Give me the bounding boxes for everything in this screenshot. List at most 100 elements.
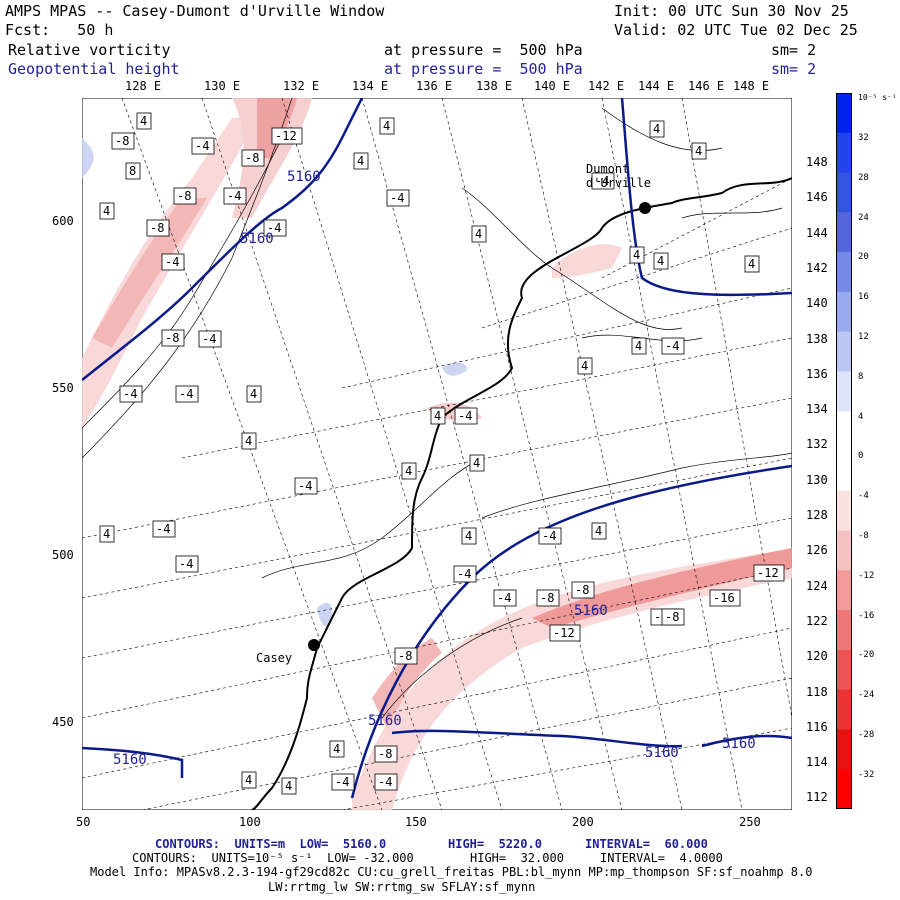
- top-longitude-label: 144 E: [638, 79, 675, 93]
- contour-label-box: [223, 187, 247, 205]
- contour-label-box: [649, 120, 665, 138]
- station-dumont-durville: Dumont d'Urville: [586, 162, 652, 190]
- colorbar-swatch: [836, 411, 852, 452]
- y-axis-label: 450: [52, 715, 74, 729]
- field2-level: at pressure = 500 hPa: [384, 60, 583, 78]
- contour-label-text: -4: [378, 775, 392, 789]
- contour-label-text: 4: [653, 122, 660, 136]
- colorbar-swatch: [836, 490, 852, 532]
- top-longitude-label: 148 E: [733, 79, 770, 93]
- colorbar-tick-label: -12: [858, 570, 875, 581]
- contour-label-text: -8: [245, 151, 259, 165]
- field1-name: Relative vorticity: [8, 41, 171, 59]
- contour-label-text: -8: [150, 221, 164, 235]
- init-time: Init: 00 UTC Sun 30 Nov 25: [614, 2, 849, 20]
- colorbar-swatch: [836, 172, 852, 213]
- height-label: 5160: [368, 713, 402, 729]
- contour-label-text: 4: [333, 742, 340, 756]
- height-label: 5160: [287, 169, 321, 185]
- colorbar: [836, 93, 852, 809]
- contour-label-box: [379, 117, 395, 135]
- contour-label-box: [241, 149, 265, 167]
- x-axis-label: 150: [405, 815, 427, 829]
- graticule: [82, 98, 792, 810]
- colorbar-swatch: [836, 530, 852, 571]
- colorbar-tick-label: 24: [858, 212, 869, 223]
- contour-label-box: [161, 329, 185, 347]
- contour-label-box: [241, 432, 257, 450]
- contour-label-text: -8: [575, 583, 589, 597]
- colorbar-tick-label: -20: [858, 650, 875, 661]
- contour-label-box: [536, 589, 560, 607]
- contour-label-text: -4: [179, 387, 193, 401]
- colorbar-swatch: [836, 291, 852, 333]
- colorbar-swatch: [836, 451, 852, 492]
- contour-label-box: [281, 777, 297, 795]
- field2-name: Geopotential height: [8, 60, 180, 78]
- colorbar-swatch: [836, 93, 852, 134]
- contour-label-box: [493, 589, 517, 607]
- x-axis-label: 100: [239, 815, 261, 829]
- contour-label-text: -4: [497, 591, 511, 605]
- colorbar-tick-label: -32: [858, 769, 875, 780]
- contour-label-box: [374, 773, 398, 791]
- contour-label-box: [430, 407, 446, 425]
- forecast-hour: Fcst: 50 h: [5, 21, 114, 39]
- colorbar-swatch: [836, 649, 852, 691]
- colorbar-tick-label: 28: [858, 172, 869, 183]
- contour-label-text: 4: [473, 456, 480, 470]
- colorbar-tick-label: 0: [858, 451, 864, 462]
- casey-marker[interactable]: [308, 639, 320, 651]
- right-longitude-label: 140 E: [806, 296, 843, 311]
- contour-label-box: [99, 525, 115, 543]
- colorbar-tick-label: 20: [858, 252, 869, 263]
- top-longitude-label: 136 E: [416, 79, 453, 93]
- contour-label-text: -4: [227, 189, 241, 203]
- contour-label-text: 4: [140, 114, 147, 128]
- contour-label-text: 4: [633, 248, 640, 262]
- contour-label-box: [353, 152, 369, 170]
- contour-label-text: -8: [540, 591, 554, 605]
- colorbar-tick-label: 32: [858, 133, 869, 143]
- contour-label-text: 4: [748, 257, 755, 271]
- contour-label-text: -8: [665, 610, 679, 624]
- right-longitude-label: 142 E: [806, 260, 843, 275]
- station-casey: Casey: [256, 651, 293, 665]
- colorbar-swatch: [836, 570, 852, 611]
- contour-label-text: -12: [553, 626, 575, 640]
- right-longitude-label: 118 E: [806, 684, 843, 699]
- map-panel: 4 -8 -4 -12 8 -8 -8 -4 4 -8 -4 -4 -4 -8 -4 -4 4 4 -4 4 -4 -4 4…: [82, 98, 792, 810]
- contour-label-text: 4: [405, 464, 412, 478]
- field1-level: at pressure = 500 hPa: [384, 41, 583, 59]
- colorbar-swatch: [836, 689, 852, 730]
- right-longitude-label: 132 E: [806, 437, 843, 452]
- contour-label-box: [469, 454, 485, 472]
- contour-label-text: -12: [275, 129, 297, 143]
- top-longitude-label: 134 E: [352, 79, 389, 93]
- contour-label-text: -4: [595, 174, 609, 188]
- contour-label-box: [271, 127, 303, 145]
- contour-label-text: -12: [757, 566, 779, 580]
- contour-label-box: [549, 624, 581, 642]
- contour-label-text: -4: [458, 409, 472, 423]
- dumont-durville-marker[interactable]: [639, 202, 651, 214]
- top-longitude-label: 146 E: [688, 79, 725, 93]
- contour-label-box: [691, 142, 707, 160]
- contour-label-text: 8: [129, 164, 136, 178]
- height-label: 5160: [722, 736, 756, 752]
- contour-label-box: [753, 564, 785, 582]
- right-longitude-label: 130 E: [806, 472, 843, 487]
- contour-label-box: [631, 337, 647, 355]
- contour-label-text: -4: [179, 557, 193, 571]
- contour-label-box: [591, 172, 615, 190]
- contour-label-box: [173, 187, 197, 205]
- right-longitude-label: 116 E: [806, 719, 843, 734]
- footer-height-interval: INTERVAL= 60.000: [585, 837, 708, 851]
- contour-label-box: [661, 608, 685, 626]
- contour-label-box: [454, 407, 478, 425]
- right-longitude-label: 136 E: [806, 366, 843, 381]
- contour-label-text: -4: [165, 255, 179, 269]
- contour-label-box: [99, 202, 115, 220]
- contour-label-text: -16: [713, 591, 735, 605]
- colorbar-unit: 10⁻⁵ s⁻¹: [858, 93, 897, 102]
